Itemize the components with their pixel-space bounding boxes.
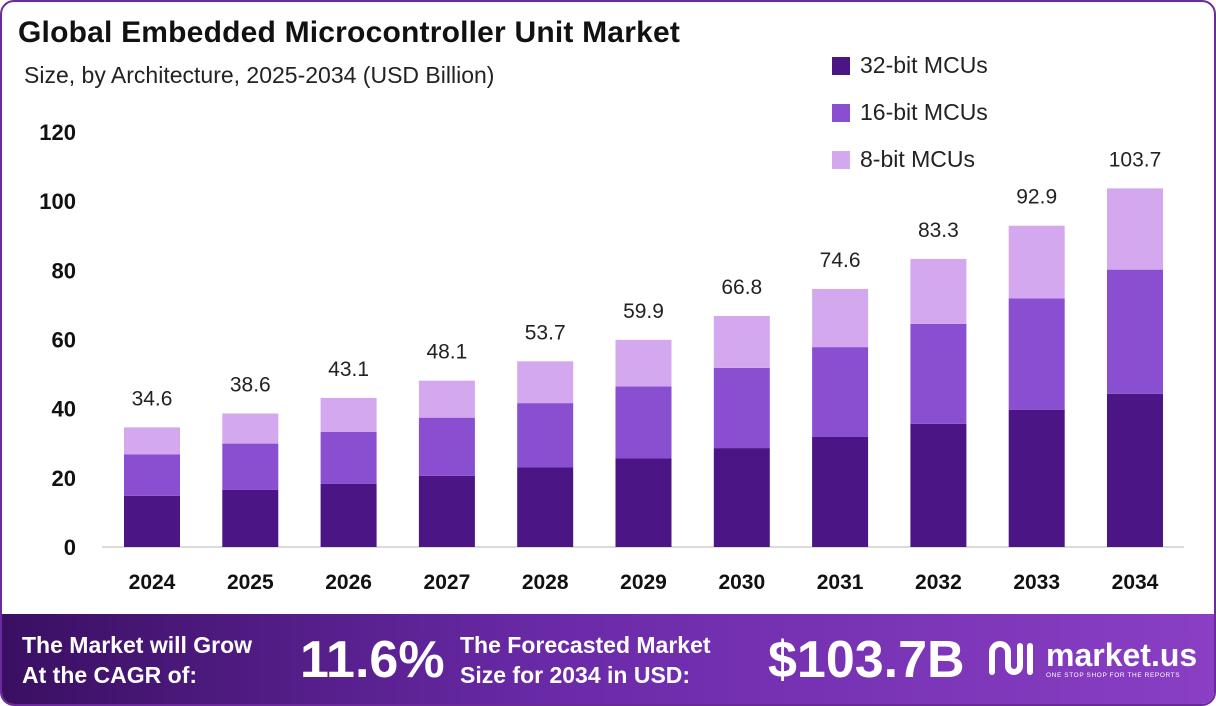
x-tick-label: 2028 bbox=[522, 571, 569, 594]
bar-segment-8-bit-mcus bbox=[222, 413, 279, 444]
bar-total-label: 74.6 bbox=[820, 249, 861, 272]
forecast-label: The Forecasted Market Size for 2034 in U… bbox=[460, 630, 711, 690]
bar-total-label: 83.3 bbox=[918, 219, 959, 242]
cagr-value: 11.6% bbox=[300, 631, 445, 689]
bar-segment-16-bit-mcus bbox=[124, 454, 180, 496]
brand-name: market.us bbox=[1046, 636, 1198, 673]
chart-legend: 32-bit MCUs 16-bit MCUs 8-bit MCUs bbox=[832, 42, 988, 183]
bar-segment-8-bit-mcus bbox=[418, 380, 475, 418]
x-tick-label: 2030 bbox=[718, 571, 765, 594]
bar-total-label: 48.1 bbox=[426, 341, 467, 364]
legend-item-32-bit: 32-bit MCUs bbox=[832, 42, 988, 89]
x-tick-label: 2026 bbox=[325, 571, 372, 594]
bar-segment-16-bit-mcus bbox=[320, 431, 377, 484]
bar-segment-8-bit-mcus bbox=[320, 397, 377, 432]
bar-segment-32-bit-mcus bbox=[124, 495, 180, 547]
bar-segment-16-bit-mcus bbox=[812, 347, 869, 437]
y-tick-label: 20 bbox=[52, 466, 76, 491]
bar-segment-32-bit-mcus bbox=[418, 475, 475, 547]
bar-segment-32-bit-mcus bbox=[910, 423, 967, 547]
bar-segment-16-bit-mcus bbox=[615, 386, 672, 459]
legend-label-16-bit: 16-bit MCUs bbox=[860, 99, 988, 125]
legend-swatch-16-bit bbox=[832, 103, 850, 122]
y-tick-label: 80 bbox=[52, 258, 76, 283]
x-tick-label: 2034 bbox=[1112, 571, 1159, 594]
bar-segment-32-bit-mcus bbox=[615, 458, 672, 547]
bar-segment-32-bit-mcus bbox=[1107, 393, 1163, 547]
legend-label-32-bit: 32-bit MCUs bbox=[860, 52, 988, 78]
y-tick-label: 0 bbox=[64, 535, 76, 560]
bar-total-label: 43.1 bbox=[328, 358, 369, 381]
forecast-value: $103.7B bbox=[768, 631, 965, 689]
x-tick-label: 2025 bbox=[227, 571, 274, 594]
market-us-logo-icon bbox=[989, 641, 1033, 675]
y-tick-label: 120 bbox=[39, 120, 76, 145]
x-tick-label: 2024 bbox=[129, 571, 176, 594]
bar-segment-8-bit-mcus bbox=[910, 258, 967, 324]
brand-logo: market.us ONE STOP SHOP FOR THE REPORTS bbox=[986, 636, 1197, 680]
x-tick-label: 2029 bbox=[620, 571, 667, 594]
cagr-label-line-2: At the CAGR of: bbox=[22, 662, 198, 688]
chart-title: Global Embedded Microcontroller Unit Mar… bbox=[18, 16, 681, 49]
bar-segment-8-bit-mcus bbox=[124, 427, 180, 455]
bar-total-label: 92.9 bbox=[1016, 186, 1057, 209]
bar-segment-32-bit-mcus bbox=[517, 467, 574, 547]
cagr-label-line-1: The Market will Grow bbox=[22, 632, 253, 658]
x-tick-label: 2031 bbox=[817, 571, 864, 594]
bar-segment-32-bit-mcus bbox=[222, 489, 279, 547]
bar-segment-16-bit-mcus bbox=[517, 403, 574, 468]
bar-total-label: 53.7 bbox=[525, 321, 566, 344]
footer-banner: The Market will Grow At the CAGR of: 11.… bbox=[2, 614, 1214, 704]
legend-label-8-bit: 8-bit MCUs bbox=[860, 146, 976, 172]
forecast-label-line-1: The Forecasted Market bbox=[460, 632, 711, 658]
bar-segment-32-bit-mcus bbox=[713, 448, 770, 547]
bar-total-label: 34.6 bbox=[132, 387, 173, 410]
y-tick-label: 60 bbox=[52, 328, 76, 353]
legend-swatch-8-bit bbox=[832, 150, 850, 169]
bar-segment-8-bit-mcus bbox=[517, 361, 574, 404]
bar-segment-32-bit-mcus bbox=[1008, 409, 1065, 547]
bar-segment-32-bit-mcus bbox=[812, 436, 869, 547]
bar-total-label: 103.7 bbox=[1109, 148, 1162, 171]
y-tick-label: 40 bbox=[52, 397, 76, 422]
x-tick-label: 2033 bbox=[1013, 571, 1060, 594]
brand-tagline: ONE STOP SHOP FOR THE REPORTS bbox=[1046, 671, 1181, 679]
bar-segment-8-bit-mcus bbox=[713, 315, 770, 368]
bar-segment-16-bit-mcus bbox=[910, 323, 967, 424]
bar-segment-8-bit-mcus bbox=[812, 289, 869, 348]
bar-segment-8-bit-mcus bbox=[615, 339, 672, 387]
bar-total-label: 38.6 bbox=[230, 374, 271, 397]
bar-total-label: 66.8 bbox=[721, 276, 762, 299]
bar-segment-16-bit-mcus bbox=[1107, 269, 1163, 394]
bar-segment-32-bit-mcus bbox=[320, 483, 377, 547]
forecast-label-line-2: Size for 2034 in USD: bbox=[460, 662, 691, 688]
bar-segment-16-bit-mcus bbox=[222, 443, 279, 490]
bar-segment-16-bit-mcus bbox=[1008, 298, 1065, 410]
x-tick-label: 2032 bbox=[915, 571, 962, 594]
legend-item-8-bit: 8-bit MCUs bbox=[832, 136, 988, 183]
y-tick-label: 100 bbox=[39, 189, 76, 214]
legend-item-16-bit: 16-bit MCUs bbox=[832, 89, 988, 136]
x-tick-label: 2027 bbox=[424, 571, 471, 594]
bar-segment-8-bit-mcus bbox=[1008, 225, 1065, 299]
bar-segment-16-bit-mcus bbox=[713, 367, 770, 449]
bar-segment-8-bit-mcus bbox=[1107, 188, 1163, 270]
bar-segment-16-bit-mcus bbox=[418, 417, 475, 476]
bar-total-label: 59.9 bbox=[623, 300, 664, 323]
legend-swatch-32-bit bbox=[832, 56, 850, 75]
stacked-bar-chart: 0 20 40 60 80 100 120 34.6 2024 38.6 2025 43.1 2026 4… bbox=[39, 120, 1184, 594]
chart-subtitle: Size, by Architecture, 2025-2034 (USD Bi… bbox=[24, 62, 495, 88]
cagr-label: The Market will Grow At the CAGR of: bbox=[22, 630, 252, 690]
